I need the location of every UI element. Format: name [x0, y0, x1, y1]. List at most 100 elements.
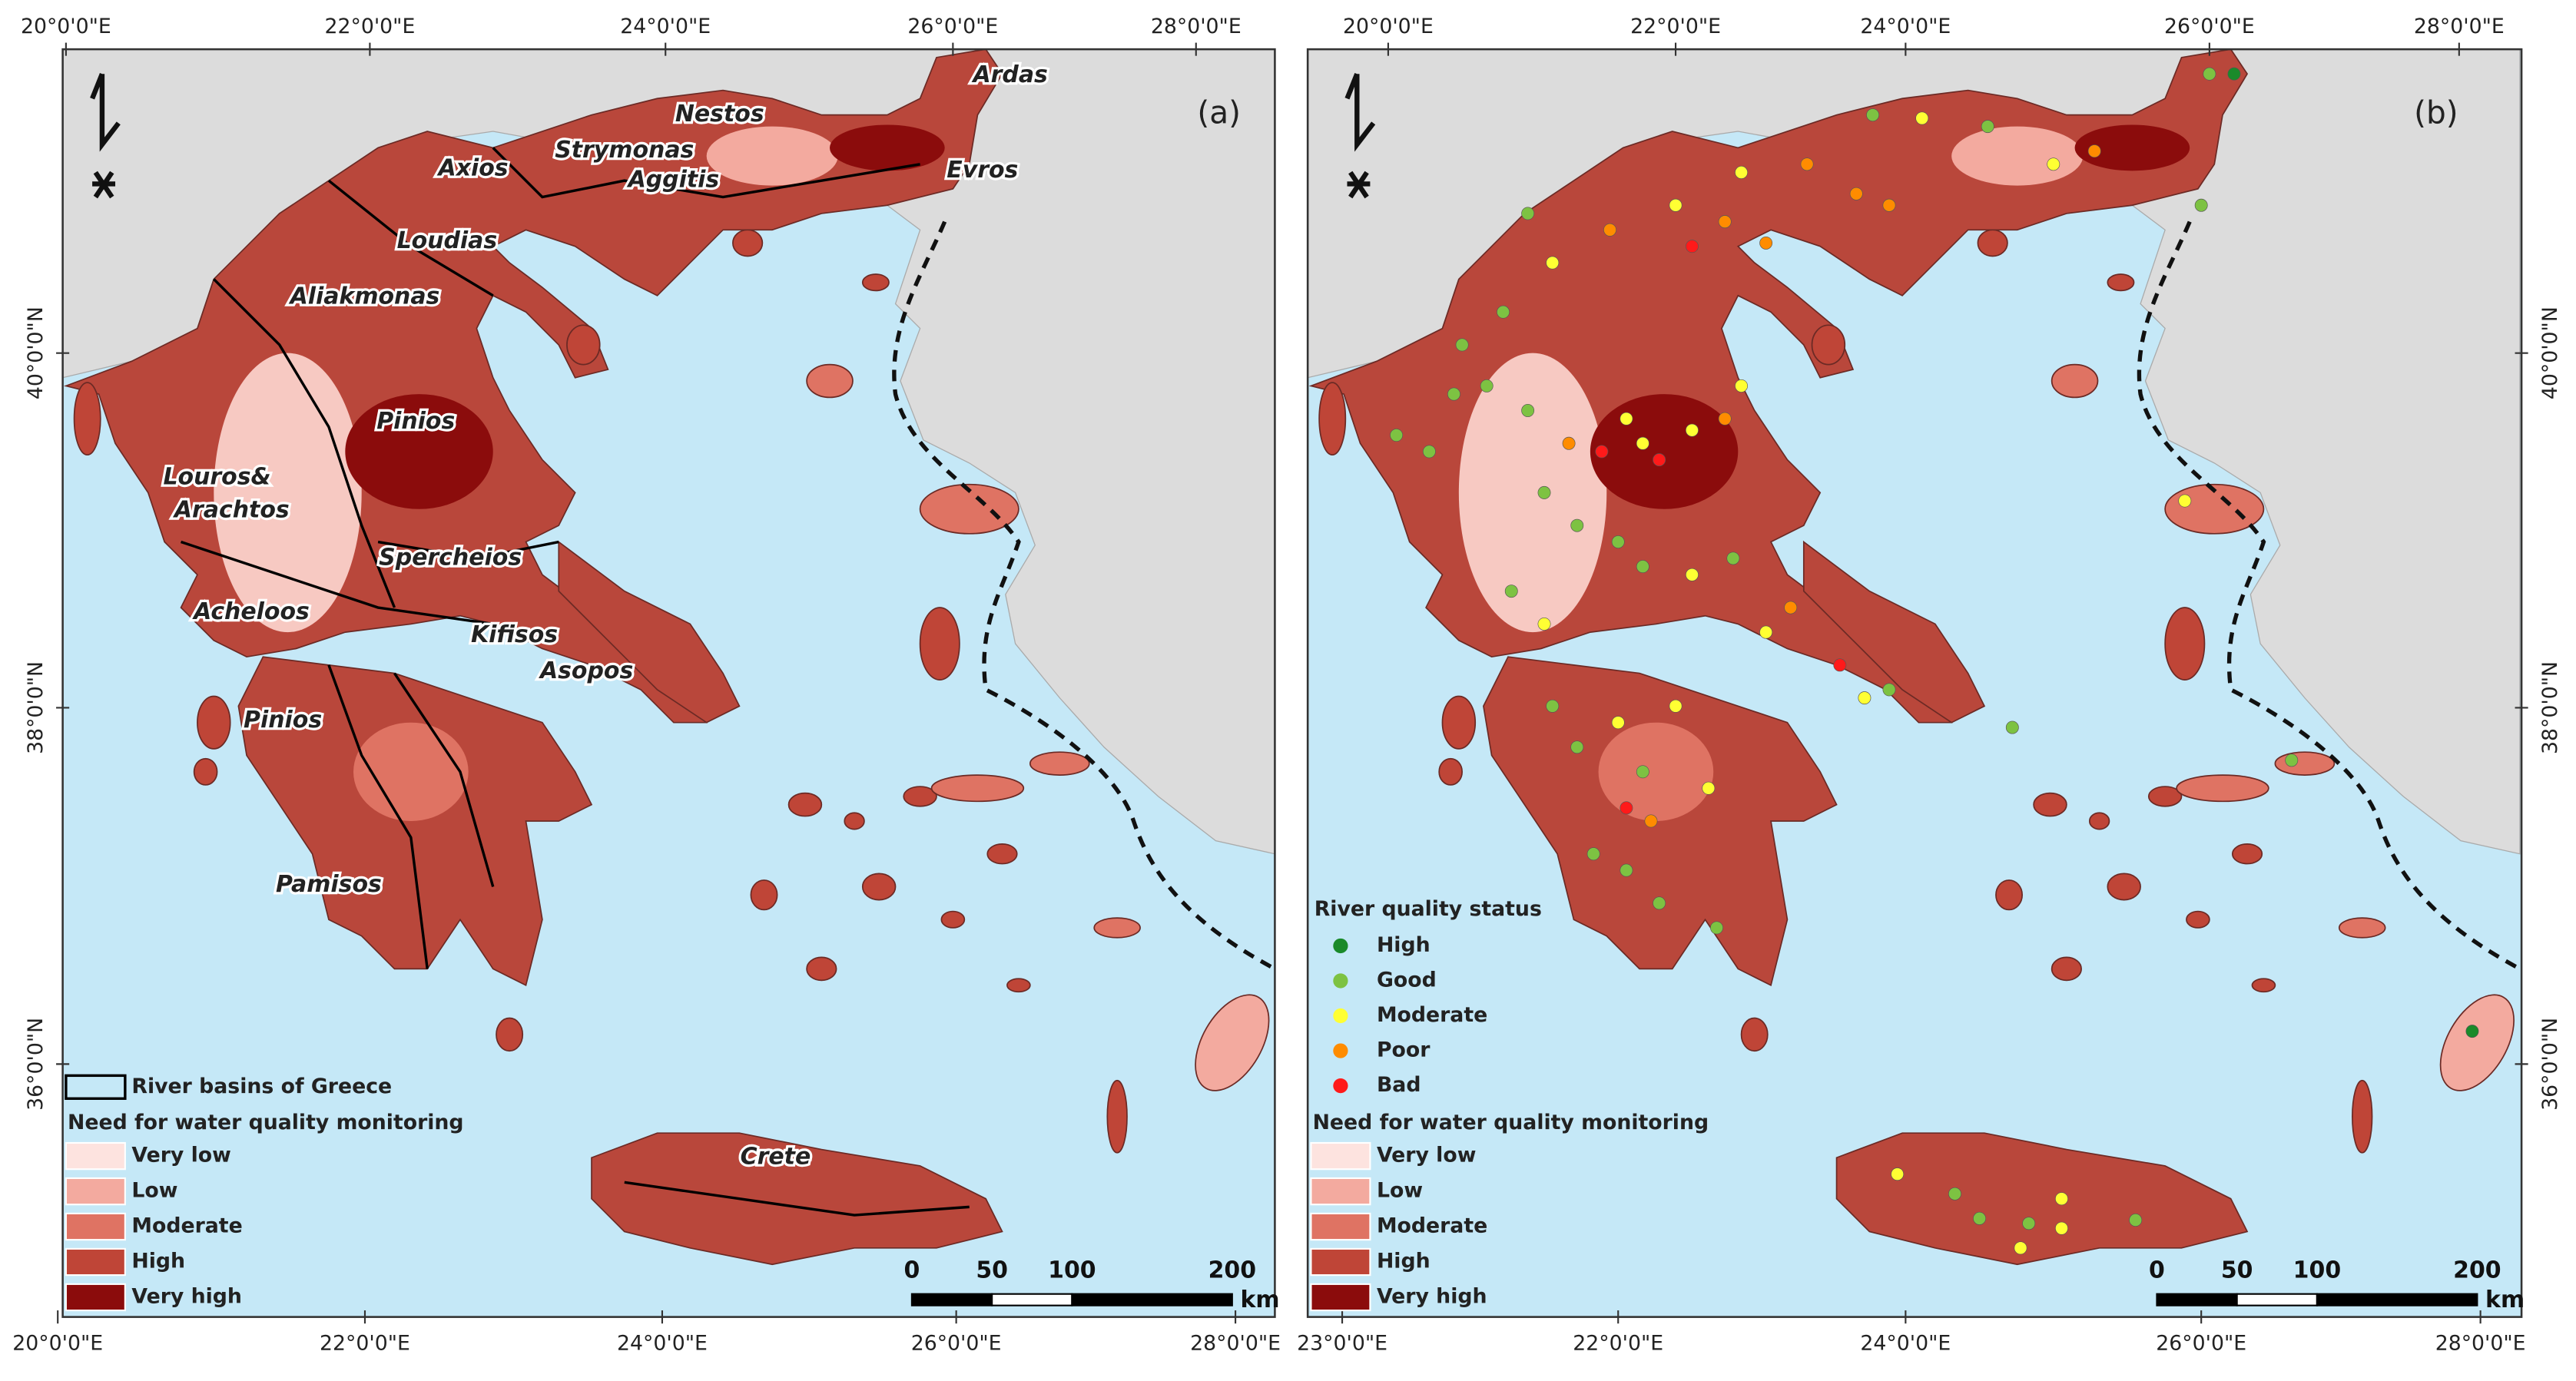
bottom-axis-label: 23°0'0"E [1297, 1331, 1387, 1355]
legend-title: Need for water quality monitoring [68, 1111, 464, 1134]
station-dot [1636, 436, 1649, 450]
scale-unit: km [2485, 1287, 2525, 1313]
legend-swatch [1310, 1247, 1371, 1277]
station-dot [1882, 198, 1896, 212]
station-dot [1702, 781, 1716, 795]
station-dot [1981, 120, 1994, 134]
bottom-axis-label: 20°0'0"E [12, 1331, 103, 1355]
top-axis-label: 24°0'0"E [1860, 15, 1951, 38]
station-dot [1653, 453, 1666, 467]
legend-dot [1333, 1008, 1348, 1024]
legend-label: Poor [1377, 1038, 1431, 1062]
river-label: Acheloos [192, 598, 310, 625]
river-label: Pamisos [276, 871, 382, 898]
legend-label: Very high [1377, 1284, 1487, 1308]
river-label: Loudias [397, 227, 498, 254]
station-dot [1759, 236, 1773, 250]
north-arrow [1344, 73, 1376, 199]
station-dot [1620, 801, 1633, 815]
station-dots [1390, 67, 2479, 1255]
legend-label: High [1377, 1249, 1431, 1273]
station-dot [1891, 1167, 1905, 1181]
station-dot [1570, 740, 1584, 754]
station-dot [1455, 338, 1469, 352]
scale-label: 200 [2453, 1257, 2501, 1283]
station-dot [1973, 1211, 1987, 1225]
panel-label: (a) [1197, 94, 1241, 131]
river-label: Pinios [244, 707, 322, 734]
scale-label: 50 [976, 1257, 1008, 1283]
legend-label: Moderate [131, 1214, 242, 1238]
station-dot [2055, 1192, 2068, 1206]
bottom-axis-label: 24°0'0"E [1860, 1331, 1951, 1355]
station-dot [1669, 198, 1683, 212]
station-dot [1521, 404, 1535, 417]
scale-segment [991, 1293, 1073, 1306]
legend-dot [1333, 1043, 1348, 1058]
station-dot [1800, 157, 1814, 171]
station-dot [1603, 223, 1616, 237]
station-dot [1866, 108, 1880, 122]
legend-title: River quality status [1315, 897, 1542, 921]
legend-swatch [65, 1212, 126, 1241]
station-dot [1390, 429, 1404, 442]
scale-segment [2156, 1293, 2238, 1306]
panel-a [61, 48, 1276, 1318]
station-dot [1669, 699, 1683, 713]
side-axis-label: 38°0'0"N [24, 661, 48, 754]
station-dot [1685, 423, 1699, 437]
station-dot [1586, 847, 1600, 861]
station-dot [1611, 716, 1625, 730]
side-axis-label: 36°0'0"N [2538, 1018, 2562, 1111]
station-dot [1685, 240, 1699, 253]
river-label: Axios [437, 155, 509, 182]
scale-label: 200 [1208, 1257, 1256, 1283]
station-dot [1858, 691, 1871, 705]
legend-swatch [1310, 1212, 1371, 1241]
top-axis-label: 22°0'0"E [1630, 15, 1721, 38]
station-dot [1759, 625, 1773, 639]
legend-label: Moderate [1377, 1003, 1487, 1027]
station-dot [1915, 111, 1929, 125]
river-label: Ardas [972, 61, 1048, 88]
bottom-axis-label: 26°0'0"E [911, 1331, 1002, 1355]
scale-segment [2236, 1293, 2318, 1306]
station-dot [1948, 1187, 1961, 1201]
station-dot [2022, 1217, 2036, 1230]
side-axis-label: 36°0'0"N [24, 1018, 48, 1111]
legend-label: Low [131, 1179, 177, 1203]
scale-unit: km [1240, 1287, 1279, 1313]
legend-dot [1333, 1078, 1348, 1094]
station-dot [2005, 720, 2019, 734]
station-dot [1546, 699, 1560, 713]
bottom-axis-label: 28°0'0"E [1190, 1331, 1281, 1355]
station-dot [1718, 412, 1732, 426]
station-dot [1784, 601, 1798, 614]
scale-segment [2316, 1293, 2478, 1306]
station-dot [1570, 518, 1584, 532]
river-label: Crete [741, 1144, 811, 1171]
basin-outlines [180, 147, 970, 1217]
station-dot [2178, 494, 2192, 508]
station-dot [1636, 765, 1649, 779]
side-axis-label: 40°0'0"N [24, 306, 48, 399]
station-dot [1685, 568, 1699, 581]
station-dot [2014, 1241, 2027, 1255]
station-dot [1849, 187, 1863, 200]
station-dot [2227, 67, 2241, 81]
station-dot [1620, 863, 1633, 877]
river-label: Aliakmonas [289, 283, 440, 310]
top-axis-label: 28°0'0"E [1151, 15, 1242, 38]
river-label: Spercheios [379, 544, 522, 571]
station-dot [1710, 921, 1723, 935]
station-dot [1620, 412, 1633, 426]
legend-swatch [65, 1141, 126, 1171]
station-dot [1726, 551, 1740, 565]
legend-swatch [65, 1177, 126, 1206]
river-label: Arachtos [173, 496, 290, 523]
top-axis-label: 26°0'0"E [2164, 15, 2255, 38]
station-dot [1562, 436, 1576, 450]
scale-label: 100 [1048, 1257, 1096, 1283]
scale-label: 50 [2221, 1257, 2253, 1283]
